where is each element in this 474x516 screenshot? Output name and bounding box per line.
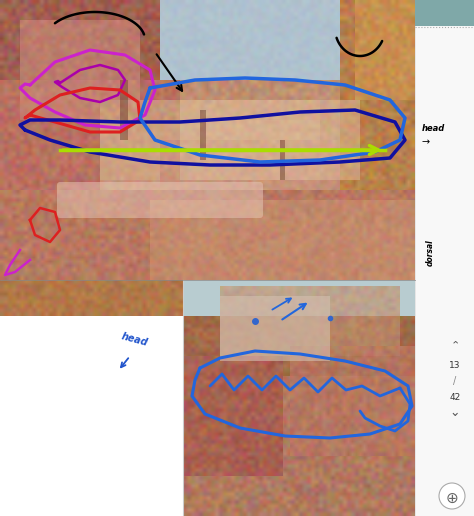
Text: head: head [422, 124, 445, 133]
Bar [0, 316, 183, 516]
Bar [415, 0, 474, 26]
Text: ⊕: ⊕ [446, 491, 458, 506]
Bar [220, 296, 330, 361]
FancyBboxPatch shape [57, 182, 263, 218]
Bar [415, 0, 474, 516]
Bar [183, 280, 415, 326]
Text: dorsal: dorsal [426, 239, 435, 266]
Text: 42: 42 [449, 393, 461, 402]
Text: →: → [422, 137, 430, 147]
Text: ⌄: ⌄ [450, 406, 460, 419]
Text: head: head [120, 331, 149, 348]
Text: /: / [453, 376, 456, 386]
Text: ⌃: ⌃ [450, 340, 460, 350]
Bar [0, 0, 415, 80]
Circle shape [439, 483, 465, 509]
Text: 13: 13 [449, 361, 461, 370]
